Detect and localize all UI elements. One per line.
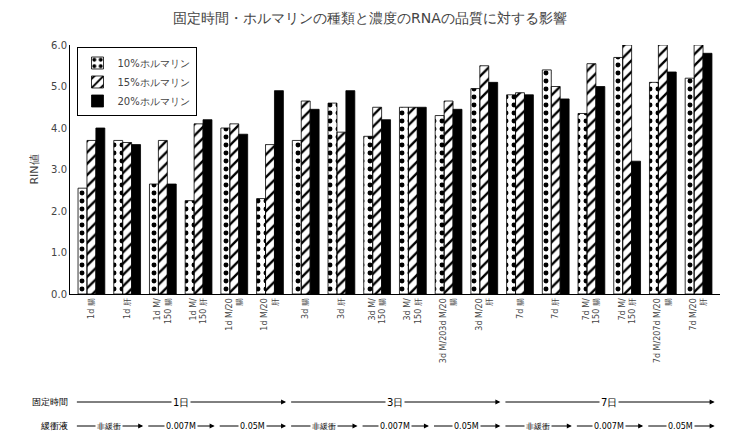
svg-text:7d M/20肝: 7d M/20肝: [689, 298, 708, 331]
svg-text:4.0: 4.0: [51, 123, 67, 134]
svg-text:3d 腸: 3d 腸: [301, 298, 310, 319]
svg-text:RIN値: RIN値: [28, 154, 41, 184]
svg-text:0.0: 0.0: [51, 289, 67, 300]
svg-text:0.007M: 0.007M: [166, 422, 196, 431]
svg-text:20%ホルマリン: 20%ホルマリン: [118, 96, 190, 107]
svg-text:緩衝液: 緩衝液: [40, 421, 68, 431]
svg-text:1d M/20腸: 1d M/20腸: [225, 298, 244, 331]
svg-text:1d M/150 腸: 1d M/150 腸: [153, 298, 172, 324]
svg-text:1.0: 1.0: [51, 247, 67, 258]
svg-text:1日: 1日: [173, 397, 189, 408]
svg-text:7d 肝: 7d 肝: [551, 298, 560, 319]
svg-text:3d M/203d M/20腸: 3d M/203d M/20腸: [439, 298, 458, 363]
svg-text:3日: 3日: [387, 397, 403, 408]
svg-text:非緩衝: 非緩衝: [526, 422, 550, 431]
svg-text:5.0: 5.0: [51, 81, 67, 92]
svg-text:固定時間: 固定時間: [32, 397, 68, 407]
svg-text:非緩衝: 非緩衝: [312, 422, 336, 431]
svg-text:1d M/150 肝: 1d M/150 肝: [189, 298, 208, 324]
svg-text:2.0: 2.0: [51, 206, 67, 217]
svg-text:0.007M: 0.007M: [594, 422, 624, 431]
svg-text:15%ホルマリン: 15%ホルマリン: [118, 77, 190, 88]
svg-text:3d 肝: 3d 肝: [337, 298, 346, 319]
svg-text:6.0: 6.0: [51, 40, 67, 51]
svg-text:3.0: 3.0: [51, 164, 67, 175]
svg-text:3d M/150 腸: 3d M/150 腸: [368, 298, 387, 324]
svg-text:非緩衝: 非緩衝: [97, 422, 121, 431]
svg-text:7d M/207d M/20腸: 7d M/207d M/20腸: [653, 298, 672, 363]
svg-text:0.05M: 0.05M: [240, 422, 265, 431]
svg-text:3d M/20肝: 3d M/20肝: [475, 298, 494, 331]
svg-text:0.05M: 0.05M: [668, 422, 693, 431]
svg-text:1d M/20肝: 1d M/20肝: [260, 298, 279, 331]
svg-text:7日: 7日: [601, 397, 617, 408]
svg-text:0.05M: 0.05M: [454, 422, 479, 431]
svg-text:1d 肝: 1d 肝: [123, 298, 132, 319]
svg-text:3d M/150 肝: 3d M/150 肝: [403, 298, 422, 324]
svg-text:1d 腸: 1d 腸: [87, 298, 96, 319]
svg-text:7d M/150 肝: 7d M/150 肝: [618, 298, 637, 324]
svg-text:固定時間・ホルマリンの種類と濃度のRNAの品質に対する影響: 固定時間・ホルマリンの種類と濃度のRNAの品質に対する影響: [173, 10, 567, 26]
svg-text:0.007M: 0.007M: [380, 422, 410, 431]
svg-text:10%ホルマリン: 10%ホルマリン: [118, 58, 190, 69]
svg-text:7d M/150 腸: 7d M/150 腸: [582, 298, 601, 324]
svg-text:7d 腸: 7d 腸: [516, 298, 525, 319]
